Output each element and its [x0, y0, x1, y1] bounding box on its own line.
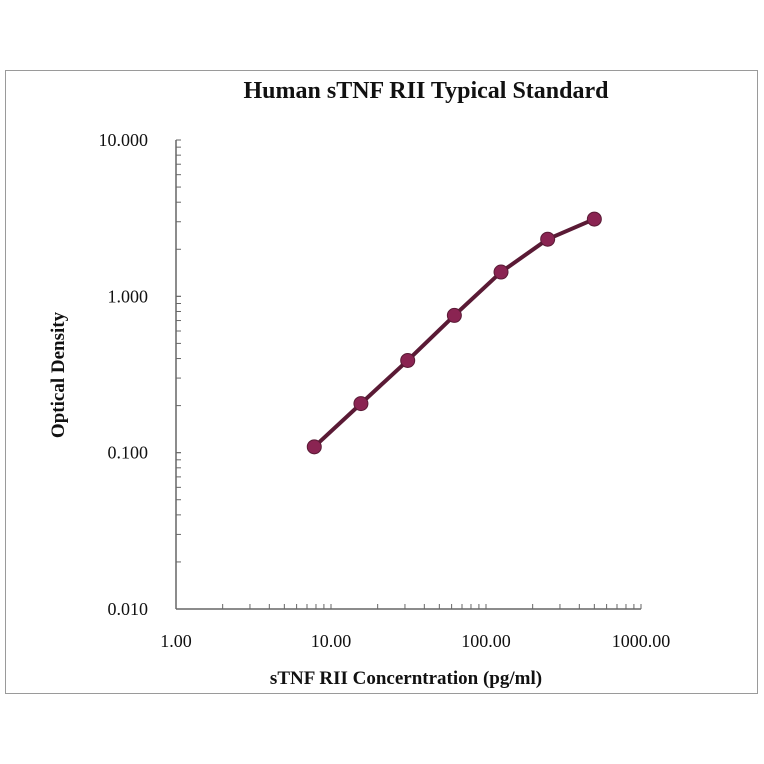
y-tick-label: 10.000	[99, 130, 149, 150]
data-point	[493, 264, 509, 280]
x-axis-label: sTNF RII Concerntration (pg/ml)	[270, 668, 542, 689]
data-point	[306, 439, 322, 455]
data-point	[540, 231, 556, 247]
x-tick-label: 100.00	[461, 631, 511, 651]
chart-title: Human sTNF RII Typical Standard	[244, 78, 610, 104]
y-tick-label: 0.010	[108, 599, 149, 619]
series-line	[312, 217, 596, 449]
y-tick-label: 1.000	[108, 286, 149, 306]
data-point	[353, 396, 369, 412]
data-point	[446, 307, 462, 323]
x-tick-label: 1.00	[160, 631, 192, 651]
data-point	[586, 211, 602, 227]
y-axis-label: Optical Density	[48, 311, 69, 438]
x-tick-label: 1000.00	[612, 631, 671, 651]
data-point	[400, 352, 416, 368]
y-tick-label: 0.100	[108, 443, 149, 463]
chart-frame	[5, 70, 758, 694]
x-tick-label: 10.00	[311, 631, 352, 651]
